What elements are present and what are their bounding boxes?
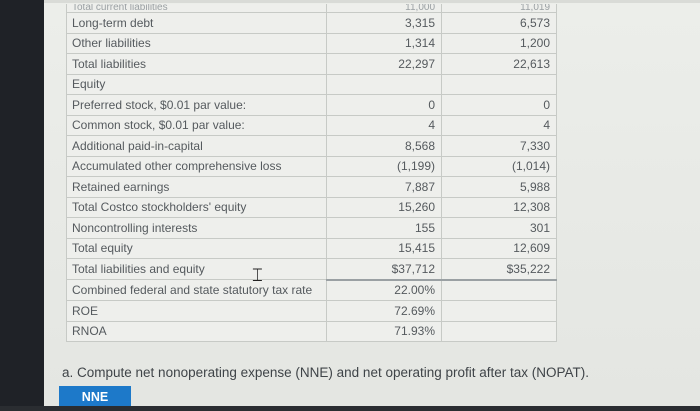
table-row-long-term-debt: Long-term debt 3,315 6,573 [66,12,557,34]
table-row-accumulated-oci-loss: Accumulated other comprehensive loss (1,… [66,155,557,177]
row-value-col1: 22,297 [326,53,442,75]
row-label: Preferred stock, $0.01 par value: [66,94,327,116]
row-value-col2: $35,222 [441,258,557,281]
row-label: ROE [66,300,327,322]
row-label: Common stock, $0.01 par value: [66,114,327,136]
row-value-col1: 11,000 [326,4,442,13]
screen-bezel-bottom [0,406,700,411]
row-value-col1: 8,568 [326,135,442,157]
row-value-col2 [441,300,557,322]
row-label: Total liabilities [66,53,327,75]
row-label: Long-term debt [66,12,327,34]
row-value-col2: 11,019 [441,4,557,13]
row-value-col2: 1,200 [441,32,557,54]
table-row-other-liabilities: Other liabilities 1,314 1,200 [66,32,557,54]
row-label: Total equity [66,237,327,259]
row-label: Total Costco stockholders' equity [66,196,327,218]
row-value-col2 [441,73,557,95]
table-row-retained-earnings: Retained earnings 7,887 5,988 [66,176,557,198]
row-value-col1 [326,73,442,95]
row-value-col1: 0 [326,94,442,116]
table-row-preferred-stock: Preferred stock, $0.01 par value: 0 0 [66,94,557,116]
table-row-total-liabilities-and-equity: Total liabilities and equity $37,712 $35… [66,258,557,281]
row-label: Other liabilities [66,32,327,54]
row-value-col2: (1,014) [441,155,557,177]
row-value-col1: $37,712 [326,258,442,281]
row-value-col2: 12,308 [441,196,557,218]
text-cursor-icon: ⌶ [252,265,263,285]
row-value-col1: 15,260 [326,196,442,218]
row-label: Retained earnings [66,176,327,198]
row-value-col1: 7,887 [326,176,442,198]
row-label: Equity [66,73,327,95]
row-value-col2: 301 [441,217,557,239]
row-value-col1: 15,415 [326,237,442,259]
row-value-col1: 4 [326,114,442,136]
row-value-col1: 155 [326,217,442,239]
table-row-total-costco-equity: Total Costco stockholders' equity 15,260… [66,196,557,218]
row-value-col2: 5,988 [441,176,557,198]
row-value-col2 [441,320,557,342]
row-value-col2 [441,279,557,301]
row-label: Additional paid-in-capital [66,135,327,157]
row-value-col1: 22.00% [326,279,442,301]
balance-sheet-table: Total current liabilities 11,000 11,019 … [66,4,557,342]
table-row-rnoa: RNOA 71.93% [66,320,557,342]
row-label: Accumulated other comprehensive loss [66,155,327,177]
row-label: Total current liabilities [66,4,327,13]
table-row-total-equity: Total equity 15,415 12,609 [66,237,557,259]
row-label: Noncontrolling interests [66,217,327,239]
table-row-tax-rate: Combined federal and state statutory tax… [66,279,557,301]
row-value-col2: 22,613 [441,53,557,75]
top-edge [44,0,700,3]
table-row-partial: Total current liabilities 11,000 11,019 [66,4,557,13]
table-row-additional-paid-in-capital: Additional paid-in-capital 8,568 7,330 [66,135,557,157]
tab-nne[interactable]: NNE [59,386,131,408]
table-row-noncontrolling-interests: Noncontrolling interests 155 301 [66,217,557,239]
row-value-col2: 6,573 [441,12,557,34]
table-row-equity-header: Equity [66,73,557,95]
row-value-col1: (1,199) [326,155,442,177]
row-value-col1: 3,315 [326,12,442,34]
table-row-roe: ROE 72.69% [66,300,557,322]
row-value-col1: 72.69% [326,300,442,322]
table-row-total-liabilities: Total liabilities 22,297 22,613 [66,53,557,75]
table-row-common-stock: Common stock, $0.01 par value: 4 4 [66,114,557,136]
row-value-col1: 71.93% [326,320,442,342]
row-label: RNOA [66,320,327,342]
row-value-col2: 4 [441,114,557,136]
row-label: Total liabilities and equity [66,258,327,280]
row-label: Combined federal and state statutory tax… [66,279,327,301]
row-value-col1: 1,314 [326,32,442,54]
row-value-col2: 0 [441,94,557,116]
row-value-col2: 12,609 [441,237,557,259]
question-text: a. Compute net nonoperating expense (NNE… [62,365,590,380]
row-value-col2: 7,330 [441,135,557,157]
